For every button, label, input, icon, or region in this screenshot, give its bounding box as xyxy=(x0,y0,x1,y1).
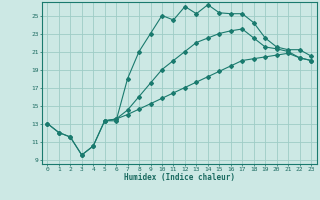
X-axis label: Humidex (Indice chaleur): Humidex (Indice chaleur) xyxy=(124,173,235,182)
